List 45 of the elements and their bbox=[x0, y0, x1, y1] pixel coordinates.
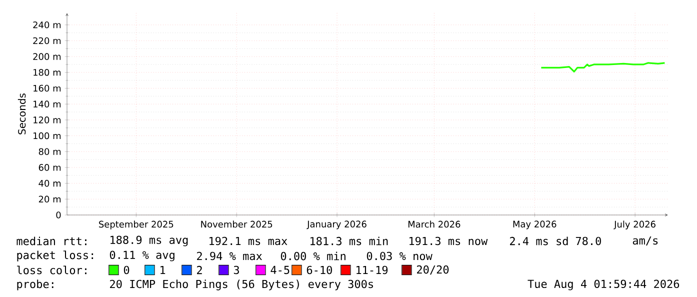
text: 0.03 % now bbox=[366, 252, 432, 260]
text: 2 bbox=[197, 266, 202, 274]
y-tick-label: 80 m bbox=[38, 148, 61, 156]
text: 11-19 bbox=[356, 266, 388, 274]
x-tick-label: March 2026 bbox=[408, 220, 460, 228]
text: median rtt: bbox=[16, 236, 86, 246]
x-tick-label: July 2026 bbox=[614, 220, 656, 230]
text: 188.9 ms avg bbox=[110, 236, 188, 246]
text: 2.94 % max bbox=[197, 252, 262, 260]
text: 0.00 % min bbox=[280, 252, 346, 260]
text: 20 ICMP Echo Pings (56 Bytes) every 300s bbox=[110, 280, 373, 290]
y-tick-label: 240 m bbox=[33, 21, 61, 28]
y-tick-label: 0 bbox=[56, 212, 61, 218]
text: 6-10 bbox=[306, 266, 332, 274]
text: loss color: bbox=[17, 266, 86, 274]
text: 0 bbox=[124, 266, 130, 274]
x-tick-label: September 2025 bbox=[99, 220, 174, 230]
y-tick-label: 60 m bbox=[38, 164, 61, 171]
text: am/s bbox=[632, 236, 658, 246]
text: 4-5 bbox=[270, 266, 290, 274]
text: 0.11 % avg bbox=[110, 250, 174, 262]
x-tick-label: May 2026 bbox=[513, 220, 556, 230]
y-tick-label: 180 m bbox=[34, 69, 61, 76]
y-tick-label: 220 m bbox=[33, 37, 61, 44]
text: 2.4 ms sd bbox=[510, 236, 568, 246]
text: Tue Aug 4 01:59:44 2026 bbox=[528, 280, 680, 290]
text: 3 bbox=[234, 266, 239, 274]
y-tick-label: 200 m bbox=[33, 53, 61, 60]
text: 192.1 ms max bbox=[210, 236, 288, 246]
y-tick-label: 20 m bbox=[38, 196, 61, 203]
text: probe: bbox=[17, 280, 54, 290]
text: 78.0 bbox=[576, 236, 601, 246]
y-tick-label: 120 m bbox=[34, 116, 61, 124]
y-tick-label: 40 m bbox=[38, 180, 61, 187]
y-tick-label: 160 m bbox=[34, 84, 61, 92]
y-tick-label: 100 m bbox=[34, 132, 61, 140]
text: 1 bbox=[160, 266, 166, 274]
y-tick-label: 140 m bbox=[34, 100, 61, 108]
x-tick-label: January 2026 bbox=[306, 220, 366, 230]
text: 20/20 bbox=[417, 265, 449, 275]
text: packet loss: bbox=[17, 250, 94, 262]
y-axis-title: Seconds bbox=[18, 93, 26, 134]
x-tick-label: November 2025 bbox=[201, 220, 272, 228]
text: 181.3 ms min bbox=[310, 236, 388, 246]
text: 191.3 ms now bbox=[410, 236, 488, 246]
